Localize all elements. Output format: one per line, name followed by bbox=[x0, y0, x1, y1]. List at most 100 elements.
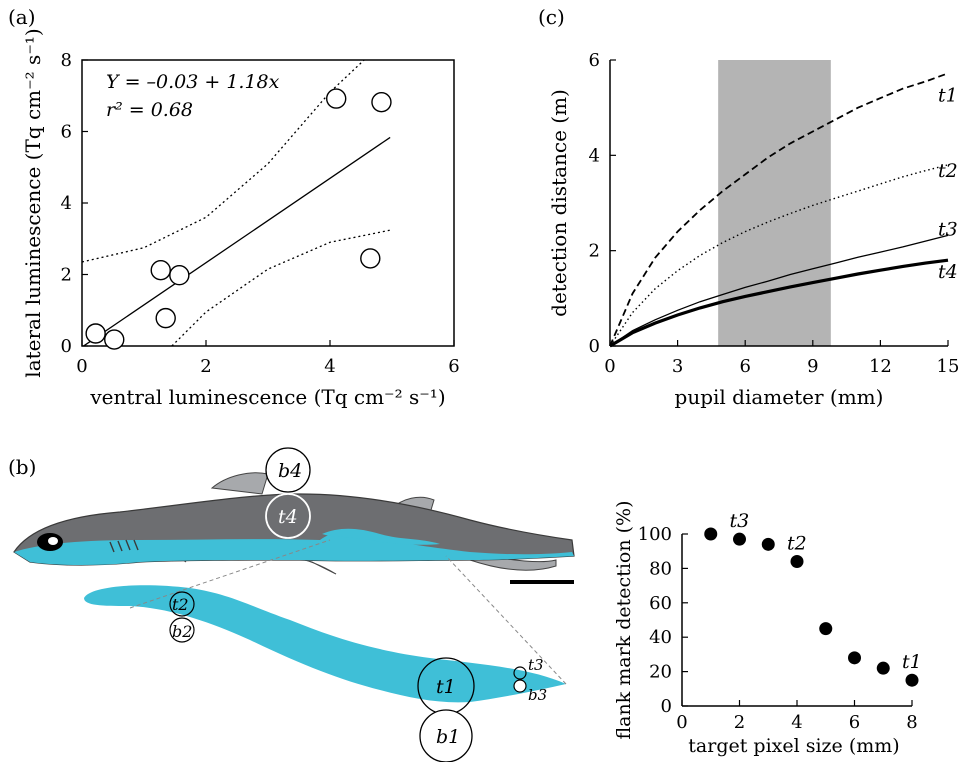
panel-label-a: (a) bbox=[8, 5, 36, 29]
b-xtick-label: 2 bbox=[734, 712, 745, 733]
circle-t2 bbox=[169, 591, 195, 617]
first-dorsal-fin bbox=[210, 472, 269, 495]
b-data-point bbox=[905, 673, 919, 687]
c-ytick-label: 6 bbox=[589, 50, 600, 71]
b-ytick-label: 80 bbox=[649, 558, 672, 579]
panel-a-equation: Y = –0.03 + 1.18x bbox=[106, 71, 280, 93]
circle-t4 bbox=[265, 493, 311, 539]
b-xtick-label: 0 bbox=[676, 712, 687, 733]
c-series-label-t2: t2 bbox=[938, 160, 958, 182]
b-ytick-label: 60 bbox=[649, 593, 672, 614]
inset-points bbox=[704, 527, 919, 687]
panel-c-shaded-band bbox=[718, 60, 831, 346]
label-b3: b3 bbox=[528, 686, 547, 704]
b-ytick-label: 40 bbox=[649, 627, 672, 648]
circle-b3 bbox=[513, 679, 527, 693]
a-regression-line bbox=[83, 136, 391, 347]
panel-a-fit-line bbox=[83, 136, 391, 347]
c-series-label-t4: t4 bbox=[938, 261, 958, 283]
a-xtick-label: 6 bbox=[448, 356, 459, 377]
c-xtick-label: 0 bbox=[604, 356, 615, 377]
a-xtick-label: 0 bbox=[76, 356, 87, 377]
inset-ylabel: flank mark detection (%) bbox=[613, 500, 635, 739]
b-data-point bbox=[704, 527, 718, 541]
shark-illustration: b4 t4 t2 b2 t1 b1 t3 b3 bbox=[13, 447, 575, 762]
gill-slits bbox=[109, 539, 139, 553]
c-series-label-t1: t1 bbox=[938, 84, 958, 106]
a-ytick-label: 6 bbox=[61, 122, 72, 143]
b-ytick-label: 100 bbox=[638, 524, 672, 545]
label-b4: b4 bbox=[278, 460, 302, 482]
b-point-label-t3: t3 bbox=[730, 510, 750, 532]
zoom-guide-left bbox=[129, 539, 331, 609]
circle-t3 bbox=[513, 666, 527, 680]
a-data-point bbox=[169, 265, 190, 286]
panel-a-ylabel: lateral luminescence (Tq cm⁻² s⁻¹) bbox=[21, 28, 45, 377]
b-xtick-label: 4 bbox=[791, 712, 802, 733]
circle-b4 bbox=[265, 447, 311, 493]
panel-c-lines: 0 3 6 9 12 15 0 2 4 6 t1 t2 t3 t4 pupil diameter (mm… bbox=[547, 50, 959, 409]
zoom-guide-right bbox=[445, 555, 567, 685]
a-data-point bbox=[326, 88, 347, 109]
c-ytick-label: 2 bbox=[589, 241, 600, 262]
panel-label-b: (b) bbox=[8, 455, 36, 479]
a-data-point bbox=[371, 91, 392, 113]
a-xtick-label: 4 bbox=[324, 356, 335, 377]
label-t1: t1 bbox=[436, 676, 456, 698]
label-t3: t3 bbox=[528, 656, 544, 674]
panel-c-ticks: 0 3 6 9 12 15 0 2 4 6 bbox=[589, 50, 960, 377]
enlarged-flank-patch bbox=[84, 585, 566, 703]
b-data-point bbox=[819, 622, 833, 636]
b-data-point bbox=[876, 661, 890, 675]
a-xtick-label: 2 bbox=[200, 356, 211, 377]
a-data-point bbox=[155, 307, 176, 329]
b-point-label-t2: t2 bbox=[787, 533, 807, 555]
panel-a-scatter: 0 2 4 6 0 2 4 6 8 Y = –0.03 + 1.18x r² = 0.68 ve… bbox=[21, 28, 460, 409]
c-xtick-label: 12 bbox=[869, 356, 892, 377]
panel-a-xlabel: ventral luminescence (Tq cm⁻² s⁻¹) bbox=[89, 385, 445, 409]
panel-a-points bbox=[85, 88, 392, 350]
circle-b2 bbox=[169, 617, 195, 643]
a-ytick-label: 4 bbox=[61, 193, 72, 214]
panel-c-series-labels: t1 t2 t3 t4 bbox=[938, 84, 958, 283]
c-xtick-label: 6 bbox=[739, 356, 750, 377]
label-t4: t4 bbox=[278, 506, 298, 528]
circle-b1 bbox=[419, 709, 473, 762]
b-ytick-label: 0 bbox=[661, 696, 672, 717]
shark-luminous-flank-mark bbox=[322, 528, 440, 545]
inset-xlabel: target pixel size (mm) bbox=[688, 735, 899, 757]
c-ytick-label: 4 bbox=[589, 145, 600, 166]
label-b2: b2 bbox=[172, 622, 192, 641]
shark-eye-highlight bbox=[48, 537, 58, 545]
a-ytick-label: 8 bbox=[61, 50, 72, 71]
b-data-point bbox=[848, 651, 861, 665]
a-ci-lower bbox=[171, 229, 393, 347]
b-xtick-label: 8 bbox=[906, 712, 917, 733]
b-ytick-label: 20 bbox=[649, 662, 672, 683]
panel-a-r2: r² = 0.68 bbox=[106, 99, 193, 121]
panel-c-series bbox=[609, 72, 949, 348]
a-data-point bbox=[360, 248, 381, 269]
c-series-t1 bbox=[609, 72, 949, 347]
a-ytick-label: 0 bbox=[61, 336, 72, 357]
a-data-point bbox=[85, 323, 106, 344]
c-series-t3 bbox=[609, 234, 949, 347]
a-ytick-label: 2 bbox=[61, 265, 72, 286]
b-data-point bbox=[733, 532, 746, 546]
shark-luminous-belly bbox=[14, 531, 574, 565]
b-point-label-t1: t1 bbox=[902, 651, 922, 673]
b-xtick-label: 6 bbox=[849, 712, 860, 733]
label-b1: b1 bbox=[436, 726, 460, 748]
panel-a-ticks: 0 2 4 6 0 2 4 6 8 bbox=[61, 50, 460, 377]
panel-c-ylabel: detection distance (m) bbox=[547, 89, 571, 317]
inset-point-labels: t3 t2 t1 bbox=[730, 510, 922, 673]
c-xtick-label: 3 bbox=[672, 356, 683, 377]
label-t2: t2 bbox=[172, 595, 189, 614]
c-series-t4 bbox=[609, 258, 949, 348]
panel-c-xlabel: pupil diameter (mm) bbox=[675, 385, 884, 409]
a-data-point bbox=[150, 260, 171, 281]
a-data-point bbox=[104, 329, 125, 350]
